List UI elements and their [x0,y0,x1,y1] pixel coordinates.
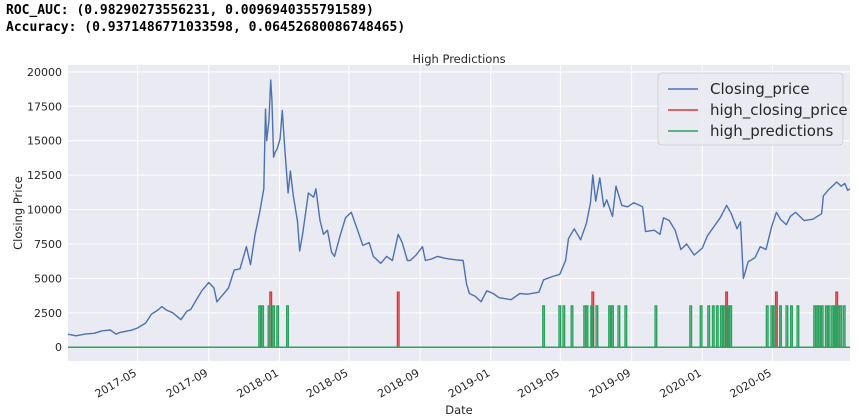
y-tick-label: 20000 [27,66,62,79]
x-tick-label: 2017-05 [93,366,139,400]
x-tick-label: 2019-01 [446,366,492,400]
y-tick-label: 12500 [27,169,62,182]
y-tick-label: 15000 [27,135,62,148]
accuracy-line: Accuracy: (0.9371486771033598, 0.0645268… [6,20,406,35]
x-tick-labels: 2017-05 2017-09 2018-01 2018-05 2018-09 2019-… [93,366,774,400]
legend-label-high-closing: high_closing_price [710,101,848,120]
legend: Closing_price high_closing_price high_pr… [657,72,848,146]
y-tick-label: 2500 [34,307,62,320]
y-axis-label: Closing Price [11,176,25,250]
y-tick-label: 10000 [27,204,62,217]
x-tick-label: 2018-01 [235,366,281,400]
series-group [67,79,851,348]
roc-auc-line: ROC_AUC: (0.98290273556231, 0.0096940355… [6,3,374,18]
series-closing-price [67,79,851,337]
notebook-output: ROC_AUC: (0.98290273556231, 0.0096940355… [6,2,405,36]
legend-box [657,72,844,146]
x-axis-label: Date [445,403,473,417]
series-high-predictions [68,305,850,348]
y-tick-labels: 0 2500 5000 7500 10000 12500 15000 17500 20000 [27,66,62,354]
x-tick-label: 2017-09 [164,366,210,400]
x-tick-label: 2018-09 [375,366,421,400]
y-tick-label: 5000 [34,272,62,285]
x-tick-label: 2018-05 [304,366,350,400]
y-tick-label: 0 [55,341,62,354]
x-tick-label: 2020-05 [728,366,774,400]
x-tick-label: 2020-01 [657,366,703,400]
y-tick-label: 7500 [34,238,62,251]
legend-label-predictions: high_predictions [710,122,833,141]
x-tick-label: 2019-09 [587,366,633,400]
y-tick-label: 17500 [27,100,62,113]
legend-label-closing: Closing_price [710,80,810,99]
chart-title: High Predictions [412,52,505,66]
x-tick-label: 2019-05 [516,366,562,400]
